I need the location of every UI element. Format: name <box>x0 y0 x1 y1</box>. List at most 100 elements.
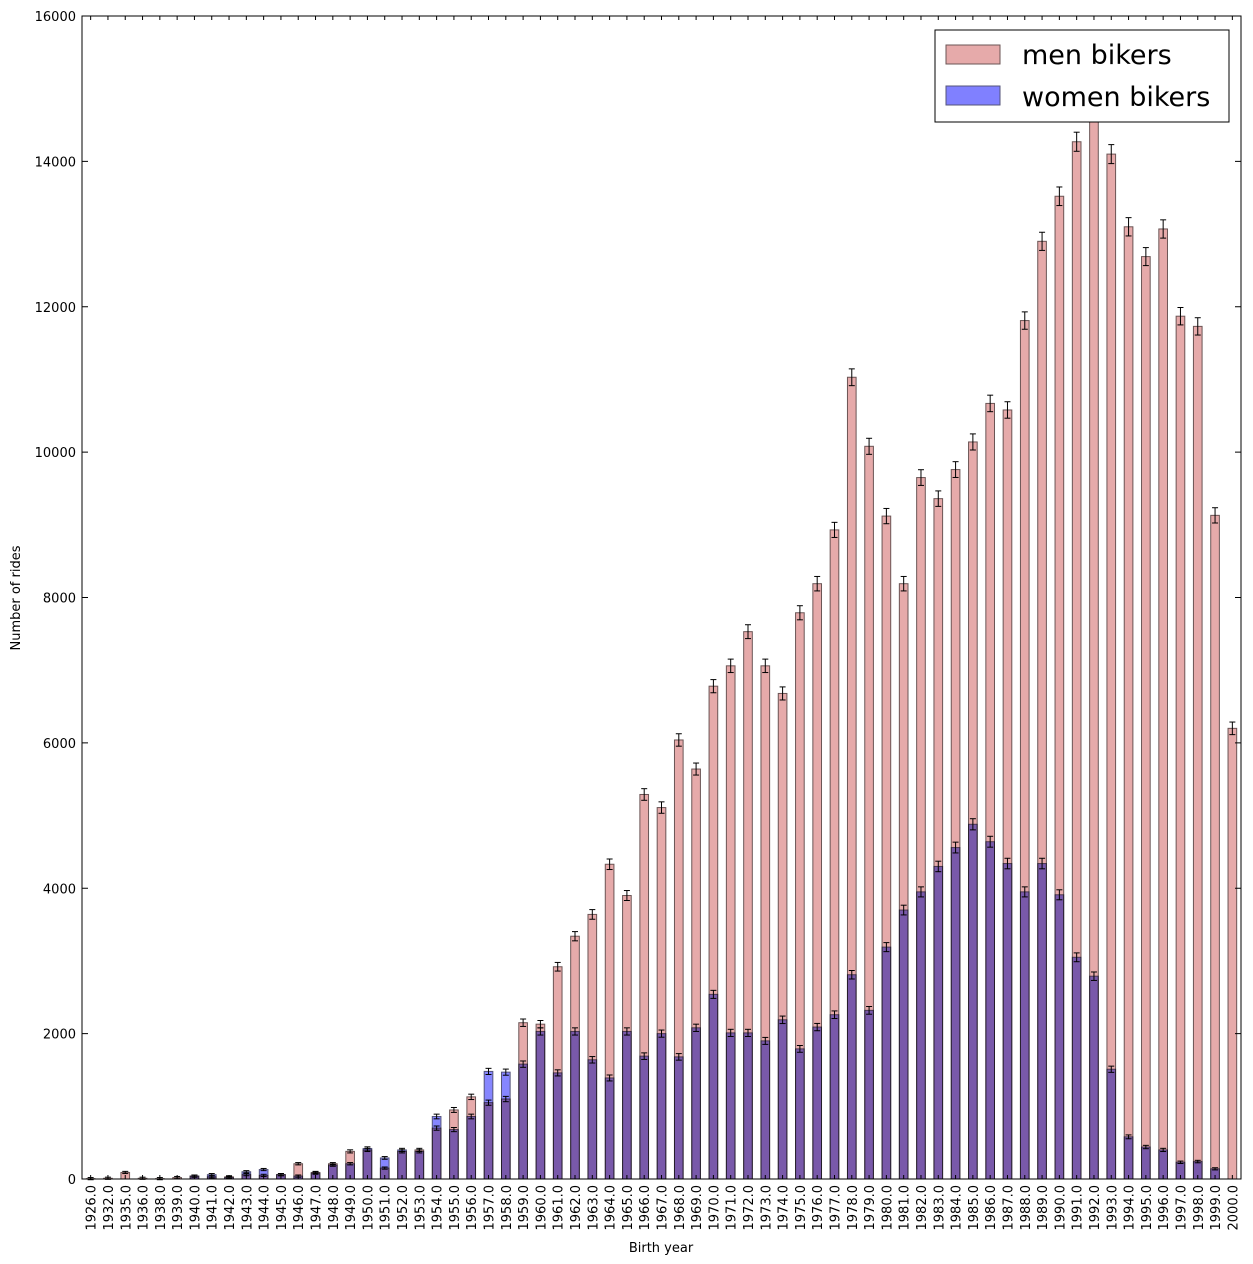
errorbar-women-1968.0 <box>675 1053 682 1061</box>
x-tick-label-1968.0: 1968.0 <box>673 1185 688 1231</box>
errorbar-women-1969.0 <box>693 1023 700 1032</box>
x-tick-label-1975.0: 1975.0 <box>794 1185 809 1231</box>
x-tick-label-1947.0: 1947.0 <box>310 1185 325 1231</box>
bar-women-1975.0 <box>795 1048 805 1180</box>
bar-women-1964.0 <box>604 1077 615 1180</box>
x-tick-label-1954.0: 1954.0 <box>431 1185 446 1231</box>
bar-men-1994.0 <box>1123 226 1134 1180</box>
bar-women-1996.0 <box>1158 1149 1168 1180</box>
x-tick-label-1964.0: 1964.0 <box>604 1185 619 1231</box>
errorbar-women-1994.0 <box>1125 1134 1132 1140</box>
x-tick-label-1944.0: 1944.0 <box>258 1185 273 1231</box>
errorbar-men-1984.0 <box>952 461 959 478</box>
errorbar-men-1935.0 <box>122 1170 129 1175</box>
x-tick-label-1959.0: 1959.0 <box>517 1185 532 1231</box>
bar-men-1997.0 <box>1175 315 1186 1180</box>
errorbar-women-1992.0 <box>1090 971 1097 981</box>
errorbar-men-1951.0 <box>381 1166 388 1170</box>
x-tick-label-1935.0: 1935.0 <box>119 1185 134 1231</box>
errorbar-men-1997.0 <box>1177 306 1184 326</box>
errorbar-men-1998.0 <box>1194 317 1201 336</box>
x-tick-label-1984.0: 1984.0 <box>950 1185 965 1231</box>
legend-label-women: women bikers <box>1022 82 1210 113</box>
x-tick-label-1967.0: 1967.0 <box>656 1185 671 1231</box>
bar-women-1962.0 <box>570 1030 580 1180</box>
errorbar-women-1959.0 <box>520 1060 527 1068</box>
errorbar-women-1948.0 <box>329 1163 336 1167</box>
errorbar-women-1960.0 <box>537 1027 544 1036</box>
errorbar-men-1983.0 <box>935 490 942 507</box>
errorbar-men-1965.0 <box>623 890 630 902</box>
x-tick-label-1994.0: 1994.0 <box>1123 1185 1138 1231</box>
errorbar-men-1996.0 <box>1160 219 1167 239</box>
bar-women-1985.0 <box>968 823 978 1180</box>
errorbar-men-1957.0 <box>485 1099 492 1106</box>
x-tick-label-1988.0: 1988.0 <box>1019 1185 1034 1231</box>
bar-women-1966.0 <box>639 1055 650 1180</box>
bar-men-2000.0 <box>1227 727 1238 1180</box>
legend: men bikers women bikers <box>934 29 1230 123</box>
errorbar-women-1971.0 <box>727 1028 734 1037</box>
x-tick-label-1963.0: 1963.0 <box>586 1185 601 1231</box>
errorbar-women-1993.0 <box>1108 1065 1115 1073</box>
bar-women-1961.0 <box>552 1072 563 1180</box>
bar-women-1984.0 <box>950 847 961 1180</box>
bar-women-1973.0 <box>760 1040 771 1180</box>
x-axis-title: Birth year <box>629 1241 694 1256</box>
bar-women-1979.0 <box>864 1009 874 1180</box>
bar-women-1965.0 <box>622 1030 632 1180</box>
x-tick-label-1941.0: 1941.0 <box>206 1185 221 1231</box>
bar-women-1969.0 <box>691 1027 701 1180</box>
errorbar-men-1963.0 <box>589 909 596 920</box>
errorbar-women-1990.0 <box>1056 889 1063 901</box>
x-tick-label-1991.0: 1991.0 <box>1071 1185 1086 1231</box>
x-tick-label-1940.0: 1940.0 <box>188 1185 203 1231</box>
errorbar-women-1982.0 <box>917 886 924 898</box>
errorbar-women-1974.0 <box>779 1015 786 1025</box>
errorbar-men-1970.0 <box>710 679 717 694</box>
bar-women-1970.0 <box>708 993 719 1180</box>
errorbar-women-1943.0 <box>243 1170 250 1174</box>
bar-women-1989.0 <box>1037 863 1047 1180</box>
errorbar-women-1989.0 <box>1039 857 1046 870</box>
errorbar-women-1972.0 <box>744 1028 751 1037</box>
bar-women-1988.0 <box>1019 891 1030 1180</box>
x-tick-label-1949.0: 1949.0 <box>344 1185 359 1231</box>
errorbar-women-1962.0 <box>572 1027 579 1036</box>
x-tick-label-1943.0: 1943.0 <box>240 1185 255 1231</box>
errorbar-men-2000.0 <box>1229 721 1236 736</box>
errorbar-women-1950.0 <box>364 1146 371 1151</box>
x-tick-label-1939.0: 1939.0 <box>171 1185 186 1231</box>
errorbar-men-1969.0 <box>693 762 700 776</box>
bar-women-1955.0 <box>449 1129 459 1180</box>
y-tick-label-14000: 14000 <box>35 155 76 170</box>
x-tick-label-1974.0: 1974.0 <box>777 1185 792 1231</box>
x-tick-label-1945.0: 1945.0 <box>275 1185 290 1231</box>
x-tick-label-1953.0: 1953.0 <box>413 1185 428 1231</box>
x-tick-label-1980.0: 1980.0 <box>880 1185 895 1231</box>
errorbar-men-1978.0 <box>848 368 855 387</box>
x-tick-label-1962.0: 1962.0 <box>569 1185 584 1231</box>
errorbar-women-1984.0 <box>952 841 959 854</box>
errorbar-men-1958.0 <box>502 1095 509 1103</box>
errorbar-men-1993.0 <box>1108 144 1115 165</box>
legend-swatch-women <box>945 85 1001 106</box>
errorbar-men-1956.0 <box>468 1093 475 1101</box>
errorbar-women-1966.0 <box>641 1052 648 1060</box>
x-tick-label-1996.0: 1996.0 <box>1157 1185 1172 1231</box>
x-tick-label-1993.0: 1993.0 <box>1105 1185 1120 1231</box>
x-tick-label-1971.0: 1971.0 <box>725 1185 740 1231</box>
x-tick-label-1957.0: 1957.0 <box>483 1185 498 1231</box>
bars-group <box>85 108 1238 1180</box>
errorbar-women-1987.0 <box>1004 857 1011 870</box>
y-axis: 0 2000 4000 6000 8000 10000 12000 14000 16000 <box>35 10 1241 1188</box>
errorbar-women-1975.0 <box>796 1045 803 1053</box>
errorbar-men-1962.0 <box>572 931 579 942</box>
bar-women-1993.0 <box>1106 1068 1117 1180</box>
bar-women-1972.0 <box>743 1032 753 1180</box>
bar-women-1959.0 <box>518 1063 528 1180</box>
bar-men-1993.0 <box>1106 153 1117 1180</box>
x-tick-label-1965.0: 1965.0 <box>621 1185 636 1231</box>
legend-swatch-men <box>945 44 1001 65</box>
x-tick-label-1977.0: 1977.0 <box>828 1185 843 1231</box>
